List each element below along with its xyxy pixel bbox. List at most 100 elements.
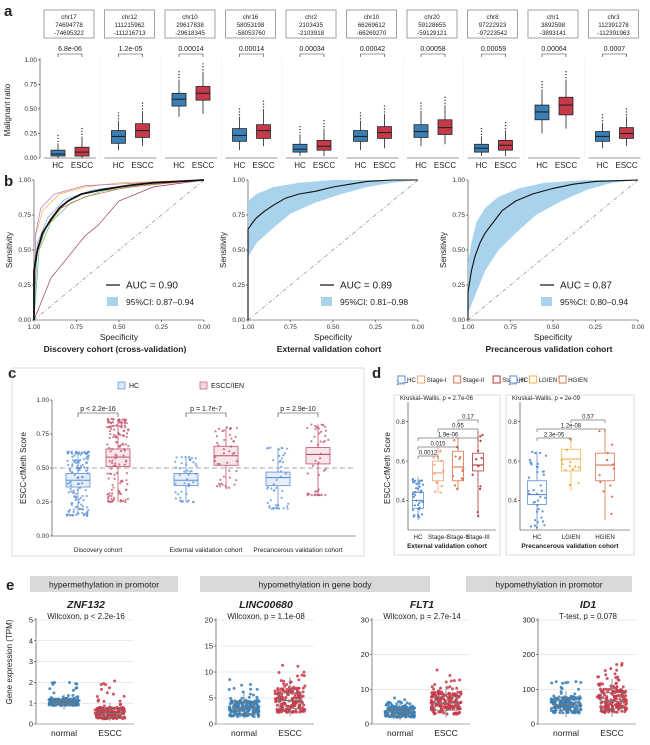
c-point-hc [286,447,289,450]
e-point-normal [393,696,397,700]
d-point [420,479,424,482]
e-point-normal [255,687,259,691]
c-point-hc [192,461,195,464]
d-point [598,430,601,433]
c-point-hc [86,512,89,515]
a-outlier [420,108,422,110]
e-x-tick-label: ESCC [98,728,122,738]
a-y-tick-label: 0.50 [24,106,37,113]
e-point-normal [549,706,553,710]
c-point-hc [177,493,180,496]
e-point-normal [561,681,565,685]
c-point-escc [216,441,219,445]
d-point [602,490,605,493]
c-point-escc [109,425,112,428]
c-x-tick-label: External validation cohort [170,547,243,554]
a-bracket [481,53,506,57]
c-point-escc [121,500,125,503]
d-point [458,457,461,461]
a-outlier [81,130,83,133]
c-point-hc [280,465,283,468]
e-point-escc [599,709,603,713]
c-point-escc [106,421,110,424]
e-point-normal [574,680,578,684]
c-point-hc [75,450,78,453]
c-point-hc [85,461,88,464]
e-point-escc [102,704,106,708]
c-point-hc [275,486,278,490]
e-point-escc [110,710,114,714]
b-auc: AUC = 0.90 [126,281,178,292]
d-y-tick-label: 0.8 [508,419,517,426]
c-point-hc [267,447,270,450]
a-region-box [164,9,216,39]
e-point-normal [71,688,75,692]
e-point-escc [439,686,443,690]
b-auc: AUC = 0.87 [560,281,612,292]
e-point-escc [283,701,287,705]
e-point-escc [602,693,606,697]
d-y-tick-label: 0.4 [396,498,405,505]
d-point [475,458,478,461]
a-outlier [480,130,483,133]
c-point-escc [109,421,112,424]
c-point-escc [125,418,128,421]
e-point-escc [122,694,126,698]
d-point [529,461,532,464]
e-point-escc [624,698,628,702]
a-bracket [57,53,83,57]
c-point-hc [275,503,278,507]
e-y-tick-label: 200 [522,650,535,659]
d-point [418,482,421,485]
a-outlier [262,106,265,108]
a-p-value: 1.2e-05 [119,46,143,53]
e-point-normal [571,695,575,699]
c-point-escc [119,499,123,502]
a-region-label: chr20 [424,14,440,21]
c-point-hc [86,466,89,469]
e-point-escc [440,696,444,700]
d-box-box [452,450,464,482]
c-point-hc [186,469,189,472]
b-x-tick-label: 0.75 [70,324,83,331]
e-x-tick-label: ESCC [278,728,302,738]
e-point-escc [107,706,111,710]
c-point-escc [109,450,112,453]
c-point-hc [273,489,276,492]
c-point-hc [82,513,86,516]
c-point-hc [73,473,76,477]
e-point-normal [559,691,563,695]
e-point-escc [286,710,290,714]
a-outlier [541,83,543,86]
e-point-escc [603,669,607,673]
b-y-tick-label: 0.50 [232,247,245,254]
c-point-hc [188,456,191,459]
a-outlier [238,108,241,110]
b-y-label: Sensitivity [5,232,14,268]
c-point-escc [216,462,219,466]
c-point-escc [123,429,126,432]
e-point-escc [435,668,439,672]
d-point [433,463,436,466]
c-point-escc [217,482,221,486]
c-point-hc [190,456,194,460]
e-point-escc [433,683,437,687]
d-box-box [472,452,484,472]
e-point-normal [559,699,563,703]
b-y-tick-label: 1.00 [18,177,31,184]
c-p-value: p = 2.9e-10 [280,406,316,413]
d-point [460,477,463,480]
c-point-escc [123,424,126,427]
e-point-normal [556,705,560,709]
c-point-escc [125,488,128,491]
d-y-tick-label: 0.6 [508,458,517,465]
d-p-value: 0.0012 [419,451,438,457]
e-point-escc [453,692,457,696]
c-box-hc-box [173,473,199,487]
e-point-normal [400,701,404,705]
a-region-label: chr8 [486,14,499,21]
c-point-escc [110,494,113,498]
e-y-tick-label: 30 [361,616,369,625]
c-point-hc [66,482,69,485]
panel-a: Malignant ratio0.000.250.500.751.00chr17… [3,9,641,170]
